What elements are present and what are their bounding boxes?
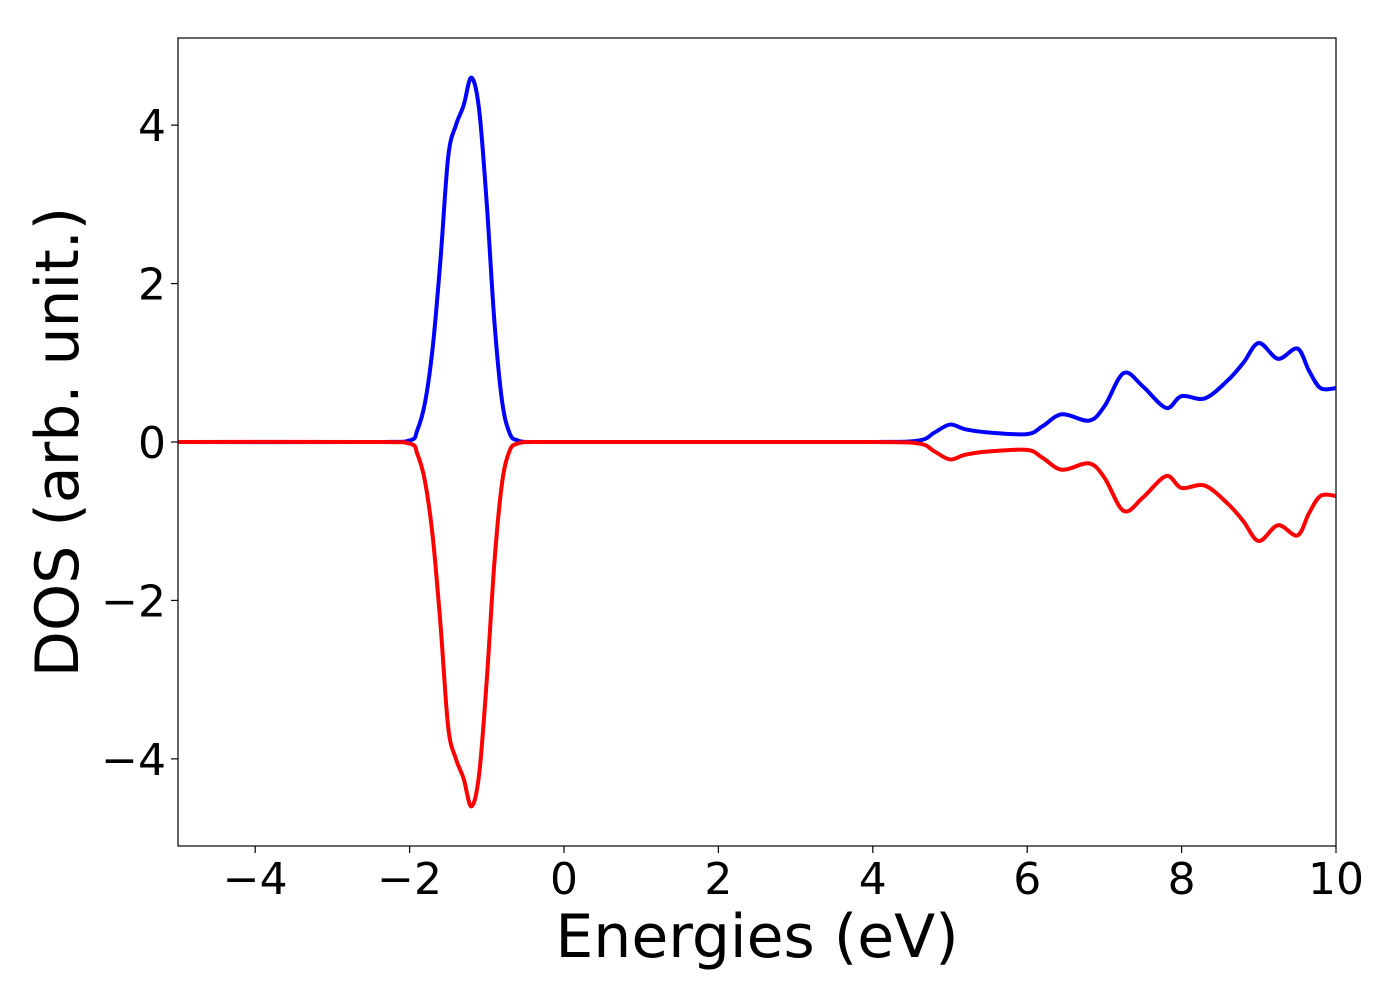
x-tick-label: 0: [550, 854, 578, 905]
dos-series-line-blue: [177, 75, 1337, 445]
plot-frame: [177, 37, 1337, 847]
x-tick-label: −2: [377, 854, 442, 905]
y-tick-label: 4: [138, 101, 166, 152]
y-axis-label: DOS (arb. unit.): [23, 207, 93, 677]
x-tick-label: 2: [704, 854, 732, 905]
series-layer: [177, 75, 1337, 809]
x-tick-label: 6: [1013, 854, 1041, 905]
x-tick-label: −4: [223, 854, 288, 905]
y-tick-label: −4: [101, 735, 166, 786]
x-tick-label: 10: [1308, 854, 1364, 905]
y-tick-label: −2: [101, 576, 166, 627]
x-tick-label: 8: [1168, 854, 1196, 905]
ticks-layer: −4 −2 0 2 4 6 8 10 −4 −2 0 2 4: [101, 101, 1364, 905]
dos-series-line-red: [177, 439, 1337, 809]
x-tick-label: 4: [859, 854, 887, 905]
x-axis-label: Energies (eV): [555, 902, 958, 972]
y-tick-label: 2: [138, 260, 166, 311]
y-tick-label: 0: [138, 418, 166, 469]
